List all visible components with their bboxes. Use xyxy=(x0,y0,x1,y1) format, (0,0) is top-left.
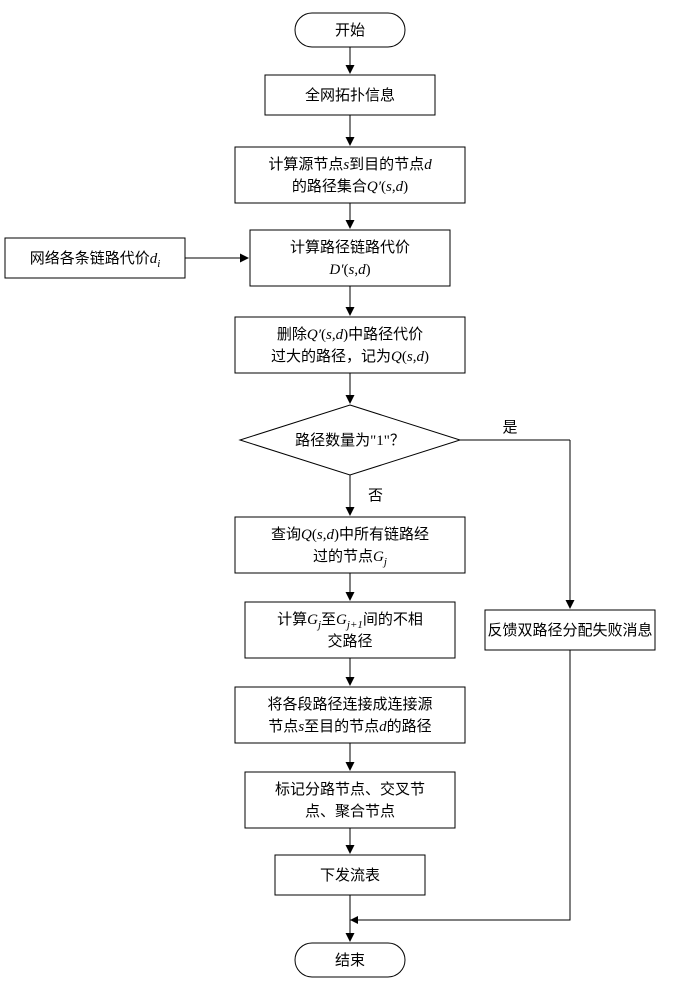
n5-line1: 查询Q(s,d)中所有链路经 xyxy=(271,526,429,543)
edge-fb-end-arrowhead xyxy=(350,916,358,924)
end-label: 结束 xyxy=(335,952,365,969)
n7-line2: 节点s至目的节点d的路径 xyxy=(268,718,431,735)
dec-no-label: 否 xyxy=(368,488,383,504)
n4-line1: 删除Q′(s,d)中路径代价 xyxy=(277,326,423,343)
n8-line2: 点、聚合节点 xyxy=(305,803,395,820)
n2-line2: 的路径集合Q′(s,d) xyxy=(292,178,408,195)
n3-line1: 计算路径链路代价 xyxy=(290,238,410,256)
start-label: 开始 xyxy=(335,22,365,39)
n7-line1: 将各段路径连接成连接源 xyxy=(267,696,432,713)
n6-line2: 交路径 xyxy=(327,632,372,650)
fb-label: 反馈双路径分配失败消息 xyxy=(487,622,652,639)
n8-line1: 标记分路节点、交叉节 xyxy=(275,780,425,798)
dec-yes-label: 是 xyxy=(502,420,517,436)
dec-label: 路径数量为"1"？ xyxy=(295,432,405,449)
n9-label: 下发流表 xyxy=(320,867,380,884)
n2-line1: 计算源节点s到目的节点d xyxy=(268,155,432,173)
n3-line2: D′(s,d) xyxy=(328,262,370,278)
n1-label: 全网拓扑信息 xyxy=(305,86,395,104)
n4-line2: 过大的路径，记为Q(s,d) xyxy=(271,348,429,365)
flowchart-canvas: 开始 全网拓扑信息 计算源节点s到目的节点d 的路径集合Q′(s,d) 网络各条… xyxy=(0,0,695,1000)
